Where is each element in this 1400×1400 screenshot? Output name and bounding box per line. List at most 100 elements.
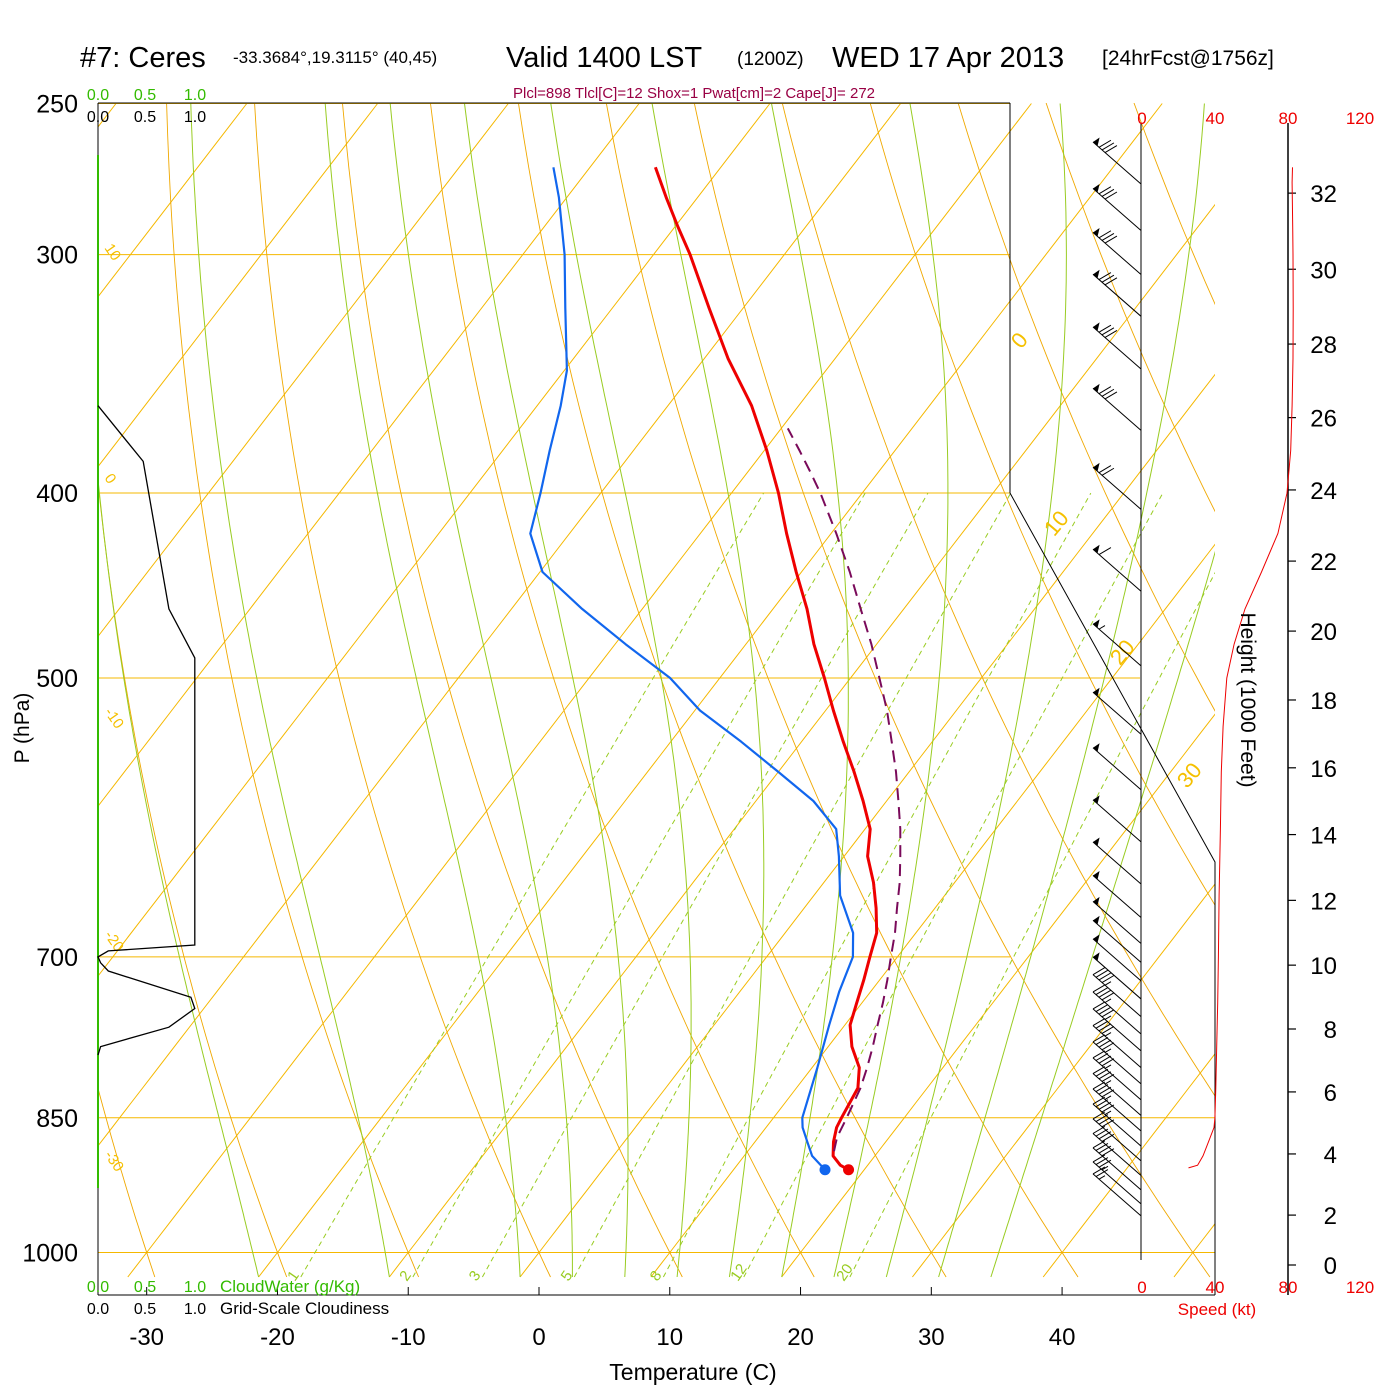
stability-indices: Plcl=898 Tlcl[C]=12 Shox=1 Pwat[cm]=2 Ca… xyxy=(513,85,875,102)
wind-barb-staff xyxy=(1092,919,1142,963)
cloudiness-scale-bottom: 1.0 xyxy=(184,1301,206,1318)
temperature-line xyxy=(653,166,879,1172)
wind-barb-staff xyxy=(1092,232,1142,275)
wind-barb-feather xyxy=(1104,330,1118,338)
wind-barb-staff xyxy=(1092,1025,1142,1068)
forecast-date: WED 17 Apr 2013 xyxy=(832,42,1064,74)
isotherm-label: 20 xyxy=(1105,635,1140,670)
wind-barb-feather xyxy=(1101,1104,1115,1113)
wind-barb-staff xyxy=(1092,1147,1142,1191)
wind-barb-feather xyxy=(1098,324,1112,333)
wind-barb-staff xyxy=(1092,1041,1142,1085)
wind-barb xyxy=(1092,619,1142,667)
wind-barb-feather xyxy=(1098,1055,1112,1064)
wind-barb xyxy=(1092,1096,1142,1147)
isotherm-line xyxy=(98,103,771,977)
forecast-run: [24hrFcst@1756z] xyxy=(1102,47,1274,70)
wind-barb xyxy=(1092,383,1142,431)
wind-barb xyxy=(1092,837,1142,885)
mixing-ratio-line xyxy=(412,492,866,1278)
wind-barb-feather xyxy=(1104,391,1118,400)
valid-time: Valid 1400 LST xyxy=(506,42,702,74)
speed-tick-top: 40 xyxy=(1206,109,1225,128)
wind-barb xyxy=(1092,544,1142,592)
cloudiness-scale-bottom: 0.5 xyxy=(134,1301,156,1318)
moist-adiabat xyxy=(990,550,1215,1278)
wind-barb-staff xyxy=(1092,273,1142,317)
wind-barb-feather xyxy=(1101,1119,1115,1128)
thermo-grid xyxy=(98,103,1215,1278)
moist-adiabat xyxy=(324,103,521,1278)
wind-barb-feather xyxy=(1098,465,1112,474)
wind-barb-feather xyxy=(1095,1053,1109,1061)
moist-adiabat xyxy=(885,103,1067,1278)
dry-adiabat xyxy=(1045,103,1215,513)
speed-tick-bottom: 0 xyxy=(1137,1278,1146,1297)
mixing-ratio-label: 5 xyxy=(558,1268,577,1285)
height-tick-label: 32 xyxy=(1310,181,1337,208)
station-coords: -33.3684°,19.3115° (40,45) xyxy=(233,48,437,67)
wind-barb-feather xyxy=(1098,1101,1112,1110)
wind-barb-feather xyxy=(1098,989,1112,998)
cloudwater-scale-top: 1.0 xyxy=(184,87,206,104)
frame-right xyxy=(1009,103,1216,1295)
dry-adiabat xyxy=(869,103,1215,906)
moist-adiabat xyxy=(938,103,1205,1278)
wind-barb-pennant xyxy=(1093,896,1100,906)
wind-barb-staff xyxy=(1092,1088,1142,1132)
wind-barb-feather xyxy=(1098,1023,1112,1032)
wind-barb-half-feather xyxy=(1104,1015,1112,1020)
cloudwater-label: CloudWater (g/Kg) xyxy=(220,1277,360,1296)
wind-barb-feather xyxy=(1101,467,1115,476)
wind-speed-line xyxy=(1188,167,1294,1169)
dry-adiabat xyxy=(1133,103,1215,306)
wind-barb xyxy=(1092,1166,1142,1217)
wind-barb-half-feather xyxy=(1104,1032,1112,1037)
isotherm-line xyxy=(912,883,1215,1278)
wind-barb-staff xyxy=(1092,188,1142,231)
dry-adiabat xyxy=(429,103,815,1278)
temperature-tick-label: -30 xyxy=(129,1324,164,1351)
wind-barb xyxy=(1092,1034,1142,1085)
pressure-tick-label: 250 xyxy=(36,91,78,119)
wind-barb-feather xyxy=(1092,984,1106,993)
height-tick-label: 16 xyxy=(1310,756,1337,783)
height-tick-label: 28 xyxy=(1310,332,1337,359)
moist-adiabat xyxy=(190,103,390,1278)
cloudiness-scale-top: 0.0 xyxy=(87,109,109,126)
wind-barb-staff xyxy=(1092,326,1142,370)
wind-barb-feather xyxy=(1101,142,1115,151)
wind-barb-staff xyxy=(1092,875,1142,918)
wind-barb-pennant xyxy=(1093,544,1100,554)
wind-barb-pennant xyxy=(1093,183,1100,193)
mixing-ratio-line xyxy=(573,492,1012,1278)
wind-barb-feather xyxy=(1092,1096,1106,1105)
dry-adiabat-label: -30 xyxy=(101,1148,127,1176)
wind-barb-feather xyxy=(1095,1169,1109,1177)
wind-barb-feather xyxy=(1098,386,1112,395)
moist-adiabat xyxy=(771,103,849,1278)
dry-adiabat-label: 0 xyxy=(101,471,120,488)
wind-barb-staff xyxy=(1092,548,1142,592)
wind-barb-feather xyxy=(1092,967,1106,976)
wind-barb-staff xyxy=(1092,1057,1142,1101)
wind-barb-pennant xyxy=(1093,837,1100,846)
height-tick-label: 26 xyxy=(1310,406,1337,433)
wind-barb-feather xyxy=(1101,1009,1115,1018)
wind-barb-half-feather xyxy=(1101,1165,1109,1171)
wind-barb-pennant xyxy=(1093,687,1100,697)
wind-barb-feather xyxy=(1104,191,1118,200)
wind-barb-feather xyxy=(1104,235,1118,244)
wind-barb xyxy=(1092,183,1142,231)
wind-barb-feather xyxy=(1098,272,1112,281)
dry-adiabat xyxy=(693,103,1211,1278)
wind-barb-feather xyxy=(1095,1020,1109,1029)
dry-adiabat xyxy=(957,103,1215,712)
wind-barb-feather xyxy=(1104,277,1118,286)
wind-panel: 0040408080120120024681012141618202224262… xyxy=(1092,109,1374,1297)
wind-barb-feather xyxy=(1098,1145,1112,1154)
pressure-tick-label: 500 xyxy=(36,665,78,693)
wind-barb xyxy=(1092,1111,1142,1162)
